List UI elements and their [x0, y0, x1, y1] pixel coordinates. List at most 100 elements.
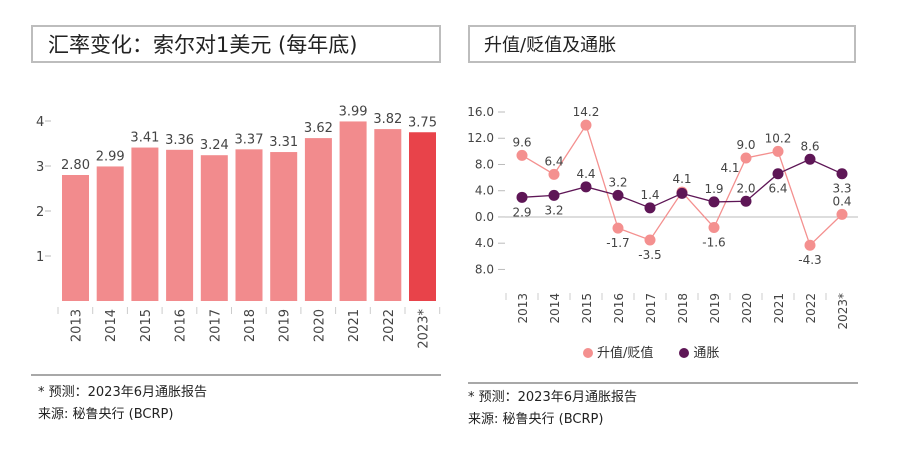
- bar-2023*: [409, 132, 436, 301]
- data-point: [516, 149, 528, 161]
- data-label: 1.4: [640, 188, 659, 202]
- bar-value-label: 3.37: [235, 132, 264, 147]
- data-point: [548, 168, 560, 180]
- data-label: 1.9: [704, 182, 723, 196]
- bar-value-label: 3.41: [130, 131, 159, 146]
- x-tick-label: 2016: [174, 309, 189, 342]
- data-label: 2.9: [512, 205, 531, 219]
- bar-value-label: 3.24: [200, 138, 229, 153]
- legend-item-fx: 升值/贬值: [583, 342, 653, 361]
- legend-label: 通胀: [693, 346, 720, 361]
- y-tick-label: 4.0: [475, 184, 494, 198]
- divider: [468, 382, 858, 384]
- data-point: [772, 168, 784, 180]
- line-chart-legend: 升值/贬值 通胀: [583, 342, 719, 361]
- data-label: 4.1: [672, 172, 691, 186]
- bar-value-label: 3.75: [408, 115, 437, 130]
- data-point: [612, 189, 624, 201]
- bar-2020: [304, 138, 332, 301]
- data-point: [804, 153, 816, 165]
- data-label: 9.6: [512, 135, 531, 149]
- bar-2021: [339, 121, 367, 301]
- forecast-note: * 预测：2023年6月通胀报告: [468, 390, 637, 405]
- data-point: [836, 168, 848, 180]
- source-note: 来源: 秘鲁央行 (BCRP): [38, 407, 174, 422]
- bar-2013: [62, 175, 89, 301]
- legend-label: 升值/贬值: [597, 346, 654, 361]
- x-tick-label: 2013: [516, 293, 530, 324]
- data-point: [708, 196, 720, 208]
- x-tick-label: 2018: [676, 293, 690, 324]
- data-point: [708, 221, 720, 233]
- x-tick-label: 2015: [580, 293, 594, 324]
- data-label: 14.2: [573, 105, 600, 119]
- data-label: 8.6: [800, 139, 819, 153]
- y-tick-label: 16.0: [467, 105, 494, 119]
- data-label: 6.4: [544, 154, 563, 168]
- bar-2019: [270, 152, 298, 301]
- bar-value-label: 3.62: [304, 121, 333, 136]
- x-tick-label: 2022: [804, 293, 818, 324]
- data-label: 9.0: [736, 138, 755, 152]
- y-tick-label: 0.0: [475, 210, 494, 224]
- y-tick-label: 4.0: [475, 236, 494, 250]
- data-point: [676, 187, 688, 199]
- data-label: 10.2: [765, 131, 792, 145]
- x-tick-label: 2013: [70, 309, 85, 342]
- x-tick-label: 2021: [347, 309, 362, 342]
- y-tick-label: 8.0: [475, 262, 494, 276]
- bar-value-label: 3.82: [373, 112, 402, 127]
- data-label: 4.1: [720, 161, 739, 175]
- data-point: [772, 145, 784, 157]
- data-point: [644, 234, 656, 246]
- bar-value-label: 3.99: [339, 104, 368, 119]
- legend-item-inflation: 通胀: [679, 342, 719, 361]
- x-tick-label: 2017: [644, 293, 658, 324]
- data-label: -3.5: [638, 248, 661, 262]
- bar-2014: [96, 166, 124, 301]
- x-tick-label: 2016: [612, 293, 626, 324]
- x-tick-label: 2015: [139, 309, 154, 342]
- data-label: 6.4: [768, 182, 787, 196]
- bar-value-label: 3.36: [165, 133, 194, 148]
- footnote-right: * 预测：2023年6月通胀报告 来源: 秘鲁央行 (BCRP): [468, 387, 637, 431]
- data-label: 0.4: [832, 194, 851, 208]
- x-tick-label: 2022: [382, 309, 397, 342]
- legend-dot-icon: [679, 348, 690, 358]
- data-point: [516, 191, 528, 203]
- bar-2017: [200, 155, 228, 301]
- bar-2015: [131, 147, 159, 301]
- data-point: [740, 195, 752, 207]
- x-tick-label: 2017: [208, 309, 223, 342]
- bar-2022: [374, 129, 402, 301]
- y-tick-label: 1: [36, 250, 44, 265]
- bar-2018: [235, 149, 263, 301]
- forecast-note: * 预测：2023年6月通胀报告: [38, 385, 207, 400]
- x-tick-label: 2018: [243, 309, 258, 342]
- footnote-left: * 预测：2023年6月通胀报告 来源: 秘鲁央行 (BCRP): [38, 382, 207, 426]
- bar-value-label: 2.80: [61, 158, 90, 173]
- data-point: [644, 202, 656, 214]
- y-tick-label: 3: [36, 160, 44, 175]
- data-point: [612, 222, 624, 234]
- data-label: 3.2: [608, 175, 627, 189]
- x-tick-label: 2023*: [417, 309, 432, 349]
- data-point: [740, 152, 752, 164]
- x-tick-label: 2014: [104, 309, 119, 342]
- data-label: 3.3: [832, 182, 851, 196]
- x-tick-label: 2019: [708, 293, 722, 324]
- x-tick-label: 2019: [278, 309, 293, 342]
- x-tick-label: 2020: [740, 293, 754, 324]
- x-tick-label: 2023*: [836, 293, 850, 330]
- divider: [31, 374, 441, 376]
- bar-2016: [166, 149, 194, 301]
- bar-value-label: 3.31: [269, 135, 298, 150]
- data-label: 4.4: [576, 167, 595, 181]
- data-point: [804, 239, 816, 251]
- y-tick-label: 4: [36, 115, 44, 130]
- y-tick-label: 2: [36, 205, 44, 220]
- x-tick-label: 2021: [772, 293, 786, 324]
- data-point: [548, 189, 560, 201]
- legend-dot-icon: [583, 348, 593, 358]
